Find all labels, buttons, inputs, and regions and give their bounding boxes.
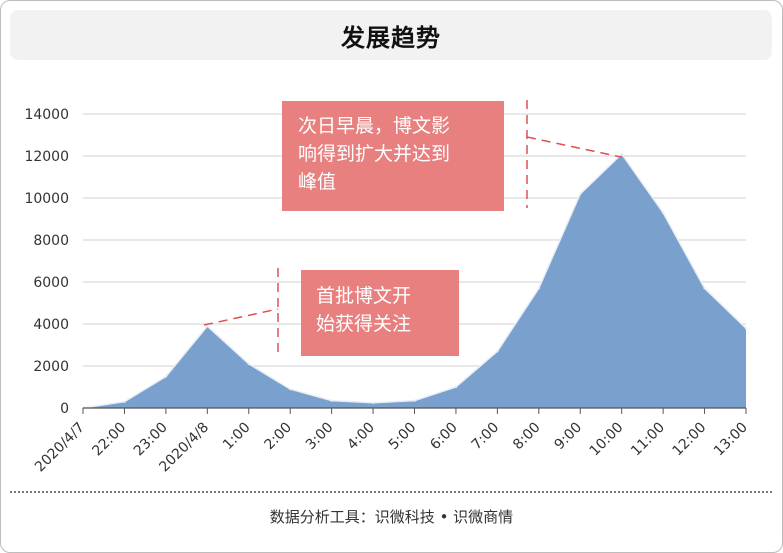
annotation-leader-line	[203, 308, 279, 326]
data-point	[537, 287, 541, 290]
annotation-box	[301, 270, 459, 356]
annotation-text-line: 峰值	[298, 171, 336, 193]
y-tick-label: 2000	[33, 359, 69, 375]
x-tick-label: 9:00	[552, 420, 586, 454]
annotation-box	[282, 101, 504, 211]
x-tick-label: 4:00	[344, 420, 378, 454]
y-tick-label: 10000	[24, 191, 69, 207]
annotation-leader-line	[526, 136, 622, 158]
y-tick-label: 12000	[24, 149, 69, 165]
y-tick-label: 6000	[33, 275, 69, 291]
x-tick-label: 8:00	[510, 420, 544, 454]
data-point	[744, 327, 748, 330]
data-point	[454, 385, 458, 389]
y-tick-label: 14000	[24, 107, 69, 123]
data-point	[206, 324, 209, 328]
data-point	[413, 399, 416, 402]
data-point	[371, 401, 375, 404]
data-point	[288, 387, 292, 391]
x-tick-label: 1:00	[220, 420, 254, 454]
x-tick-label: 11:00	[628, 420, 668, 460]
x-tick-label: 7:00	[469, 420, 503, 454]
data-point	[496, 350, 499, 353]
x-tick-label: 12:00	[670, 420, 710, 460]
x-tick-label: 23:00	[131, 420, 171, 460]
y-tick-label: 4000	[33, 317, 69, 333]
y-tick-label: 8000	[33, 233, 69, 249]
data-point	[703, 287, 706, 290]
annotation-text-line: 响得到扩大并达到	[298, 143, 450, 165]
chart-title: 发展趋势	[341, 23, 441, 52]
x-tick-label: 5:00	[386, 420, 420, 454]
x-tick-label: 10:00	[587, 420, 627, 460]
data-point	[247, 362, 250, 366]
data-point	[620, 152, 623, 156]
data-point	[123, 400, 126, 403]
title-bar: 发展趋势	[10, 10, 772, 60]
x-tick-label: 2:00	[261, 420, 295, 454]
x-tick-label: 2020/4/7	[32, 420, 88, 476]
data-point	[661, 211, 665, 214]
footer-divider	[10, 491, 772, 493]
data-point	[330, 399, 333, 402]
x-tick-label: 3:00	[303, 420, 337, 454]
footer-source: 数据分析工具：识微科技 • 识微商情	[269, 508, 514, 526]
series-area	[83, 153, 746, 408]
x-tick-label: 6:00	[427, 420, 461, 454]
annotation-text-line: 次日早晨，博文影	[298, 115, 450, 137]
y-tick-label: 0	[60, 401, 69, 417]
data-point	[579, 192, 582, 195]
annotation-text-line: 首批博文开	[316, 285, 411, 307]
data-point	[164, 375, 168, 378]
annotation-text-line: 始获得关注	[316, 313, 411, 335]
x-tick-label: 13:00	[711, 420, 751, 460]
area-layer	[81, 152, 748, 410]
x-tick-label: 22:00	[89, 420, 129, 460]
